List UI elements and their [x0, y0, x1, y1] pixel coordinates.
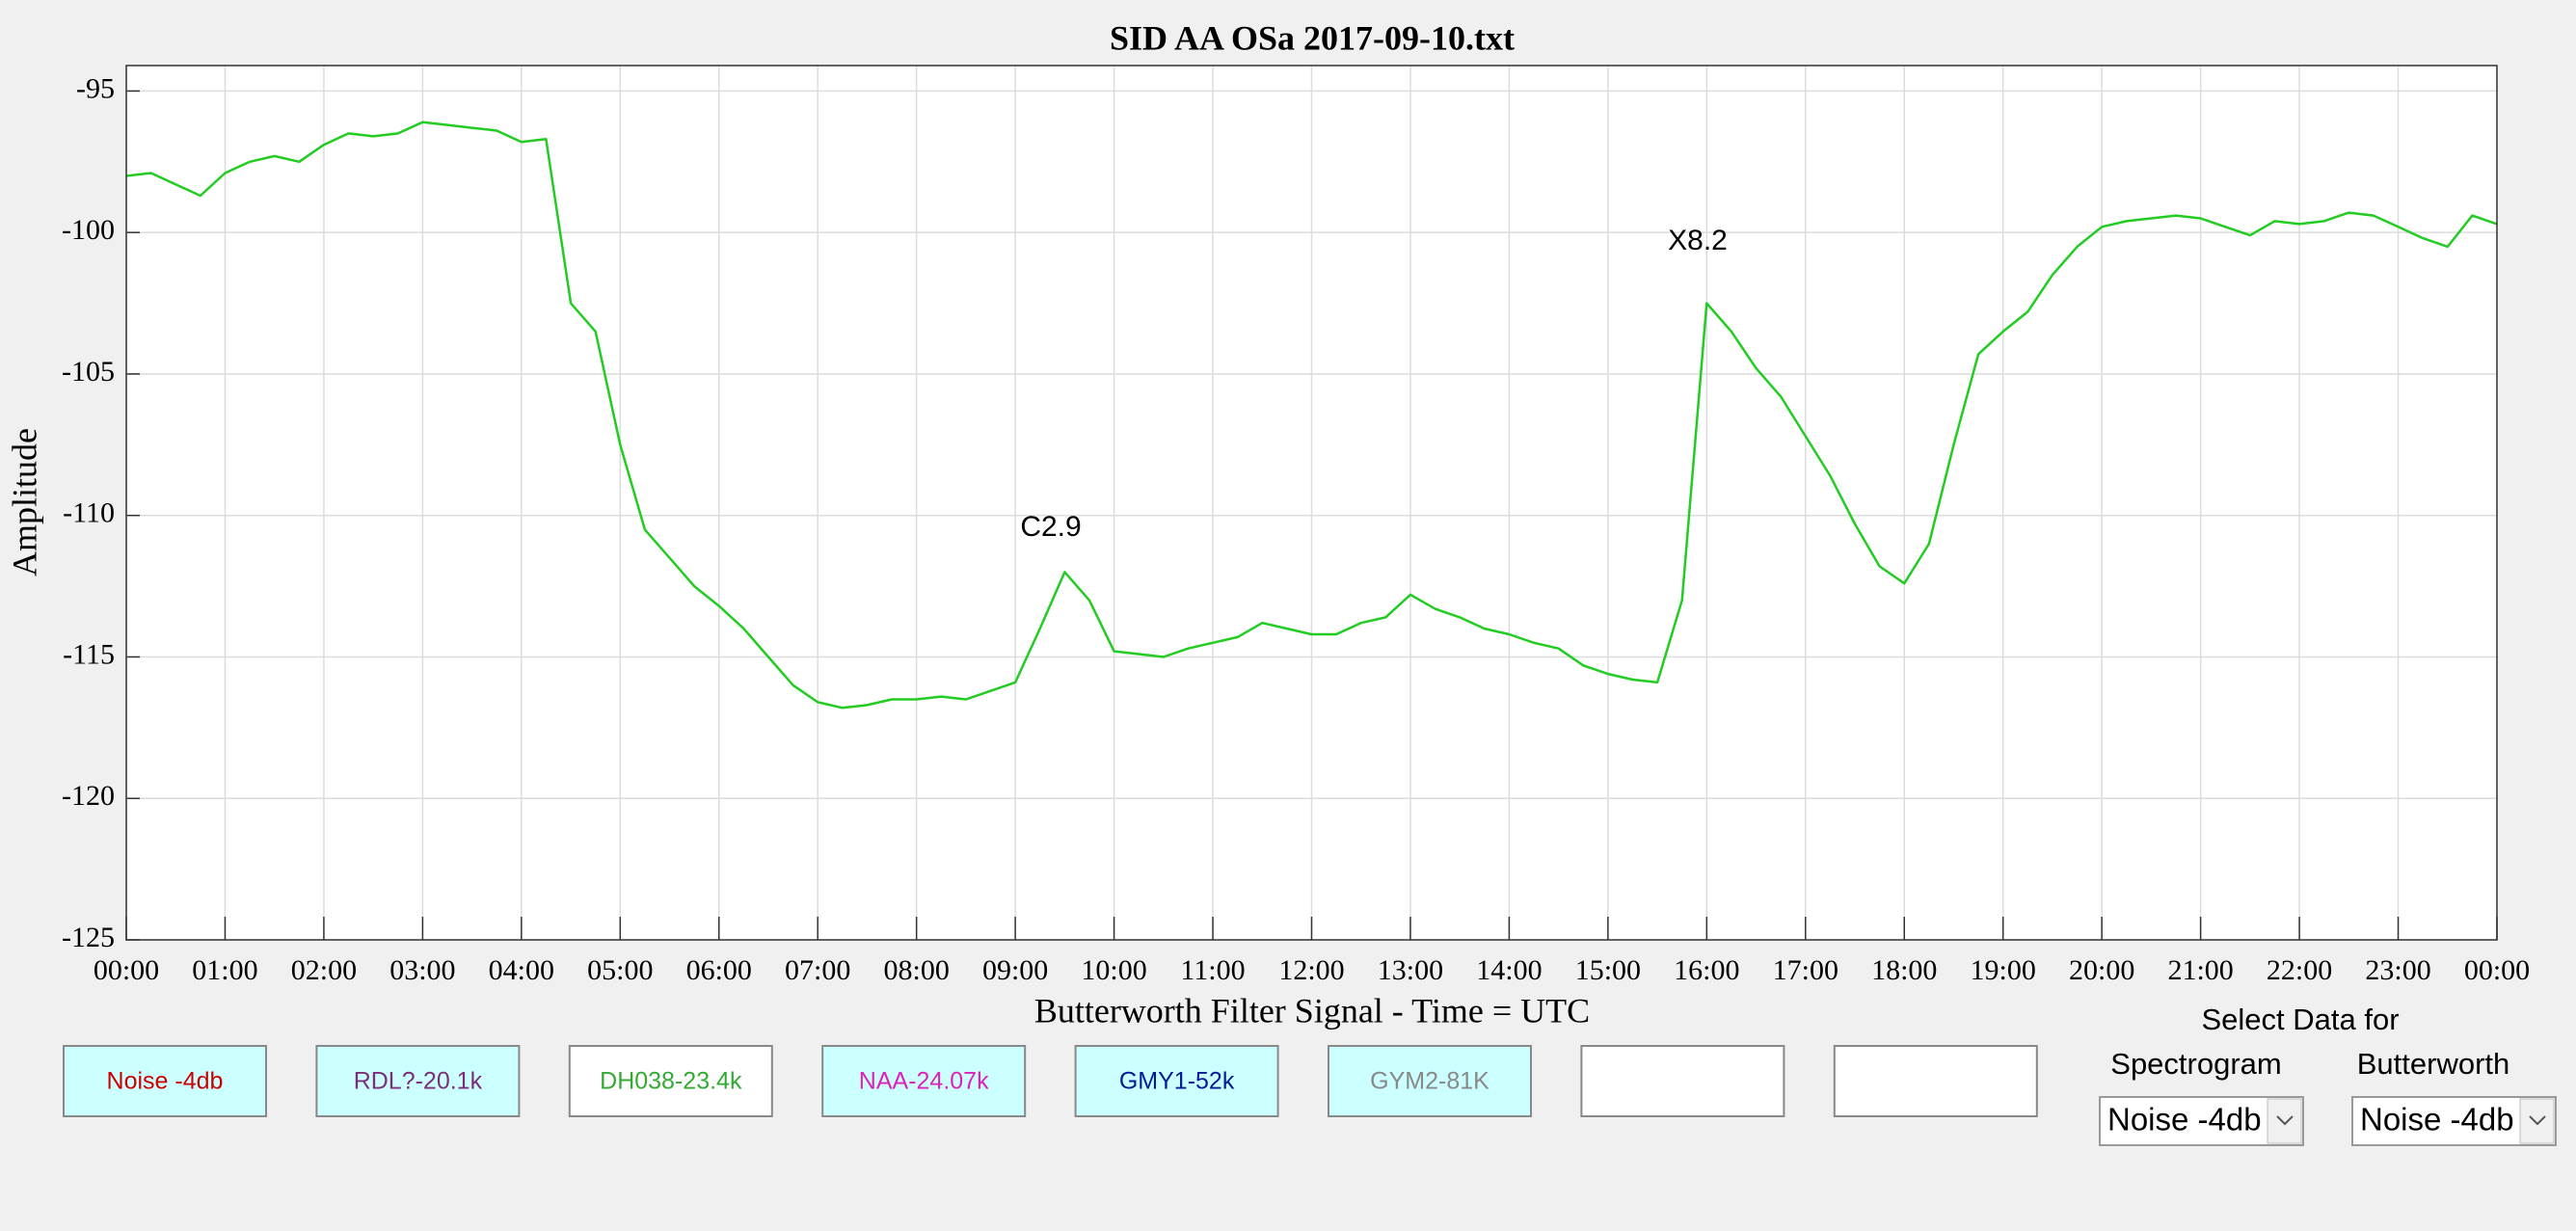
x-tick-label: 09:00	[982, 954, 1048, 986]
chart-title: SID AA OSa 2017-09-10.txt	[1110, 18, 1515, 57]
x-tick-label: 19:00	[1971, 954, 2036, 986]
x-tick-label: 05:00	[587, 954, 653, 986]
channel-button[interactable]: GMY1-52k	[1074, 1045, 1279, 1117]
y-axis-label: Amplitude	[5, 428, 43, 576]
x-tick-label: 15:00	[1575, 954, 1641, 986]
button-box[interactable]	[1074, 1045, 1279, 1117]
x-tick-label: 02:00	[291, 954, 357, 986]
annotation: X8.2	[1668, 225, 1728, 256]
x-tick-label: 00:00	[2464, 954, 2530, 986]
x-tick-label: 08:00	[883, 954, 949, 986]
x-tick-label: 13:00	[1378, 954, 1443, 986]
dropdown-arrow-box[interactable]	[2519, 1098, 2555, 1144]
dropdown-arrow	[2529, 1115, 2546, 1126]
channel-button[interactable]	[1833, 1045, 2038, 1117]
button-box[interactable]	[63, 1045, 267, 1117]
channel-button[interactable]: DH038-23.4k	[568, 1045, 773, 1117]
channel-button[interactable]: GYM2-81K	[1328, 1045, 1532, 1117]
button-label: GYM2-81K	[1370, 1068, 1489, 1095]
x-tick-label: 10:00	[1081, 954, 1146, 986]
y-tick-label: -125	[62, 922, 115, 953]
dropdown-arrow	[2276, 1115, 2294, 1126]
x-tick-label: 22:00	[2267, 954, 2332, 986]
x-tick-label: 04:00	[489, 954, 554, 986]
x-tick-label: 21:00	[2167, 954, 2233, 986]
annotation: C2.9	[1020, 511, 1081, 543]
x-tick-label: 20:00	[2069, 954, 2134, 986]
y-tick-label: -120	[62, 780, 115, 812]
button-box[interactable]	[568, 1045, 773, 1117]
x-axis-label: Butterworth Filter Signal - Time = UTC	[1034, 991, 1590, 1030]
y-tick-label: -95	[76, 72, 115, 104]
button-box[interactable]	[1328, 1045, 1532, 1117]
axes-box	[125, 65, 2498, 941]
button-box[interactable]	[1580, 1045, 1785, 1117]
spectrogram-label: Spectrogram	[2110, 1047, 2281, 1081]
panel-heading: Select Data for	[2201, 1003, 2399, 1036]
channel-button[interactable]: NAA-24.07k	[821, 1045, 1027, 1117]
x-tick-label: 23:00	[2365, 954, 2430, 986]
x-tick-label: 03:00	[389, 954, 455, 986]
y-tick-label: -105	[62, 356, 115, 388]
butterworth-dropdown[interactable]: Noise -4db	[2351, 1096, 2557, 1146]
channel-button[interactable]: Noise -4db	[63, 1045, 267, 1117]
y-tick-label: -115	[63, 638, 115, 670]
x-tick-label: 18:00	[1871, 954, 1937, 986]
channel-button[interactable]	[1580, 1045, 1785, 1117]
x-tick-label: 16:00	[1674, 954, 1739, 986]
signal-line	[125, 120, 2498, 709]
button-box[interactable]	[1833, 1045, 2038, 1117]
dropdown-value: Noise -4db	[2360, 1102, 2514, 1137]
dropdown-value: Noise -4db	[2107, 1102, 2262, 1137]
butterworth-label: Butterworth	[2357, 1047, 2510, 1081]
button-label: GMY1-52k	[1119, 1068, 1235, 1095]
y-tick-label: -100	[62, 214, 115, 246]
x-tick-label: 07:00	[785, 954, 850, 986]
x-tick-label: 11:00	[1180, 954, 1245, 986]
button-label: RDL?-20.1k	[354, 1068, 483, 1095]
button-label: Noise -4db	[107, 1068, 224, 1095]
x-tick-label: 01:00	[192, 954, 257, 986]
y-tick-label: -110	[63, 497, 115, 529]
x-tick-label: 06:00	[686, 954, 752, 986]
x-tick-label: 14:00	[1476, 954, 1542, 986]
button-label: NAA-24.07k	[859, 1068, 989, 1095]
button-box[interactable]	[821, 1045, 1027, 1117]
channel-button[interactable]: RDL?-20.1k	[315, 1045, 521, 1117]
dropdown-arrow-box[interactable]	[2267, 1098, 2302, 1144]
x-tick-label: 17:00	[1773, 954, 1838, 986]
x-tick-label: 12:00	[1278, 954, 1344, 986]
spectrogram-dropdown[interactable]: Noise -4db	[2099, 1096, 2304, 1146]
x-tick-label: 00:00	[94, 954, 159, 986]
button-label: DH038-23.4k	[600, 1068, 742, 1095]
button-box[interactable]	[315, 1045, 521, 1117]
